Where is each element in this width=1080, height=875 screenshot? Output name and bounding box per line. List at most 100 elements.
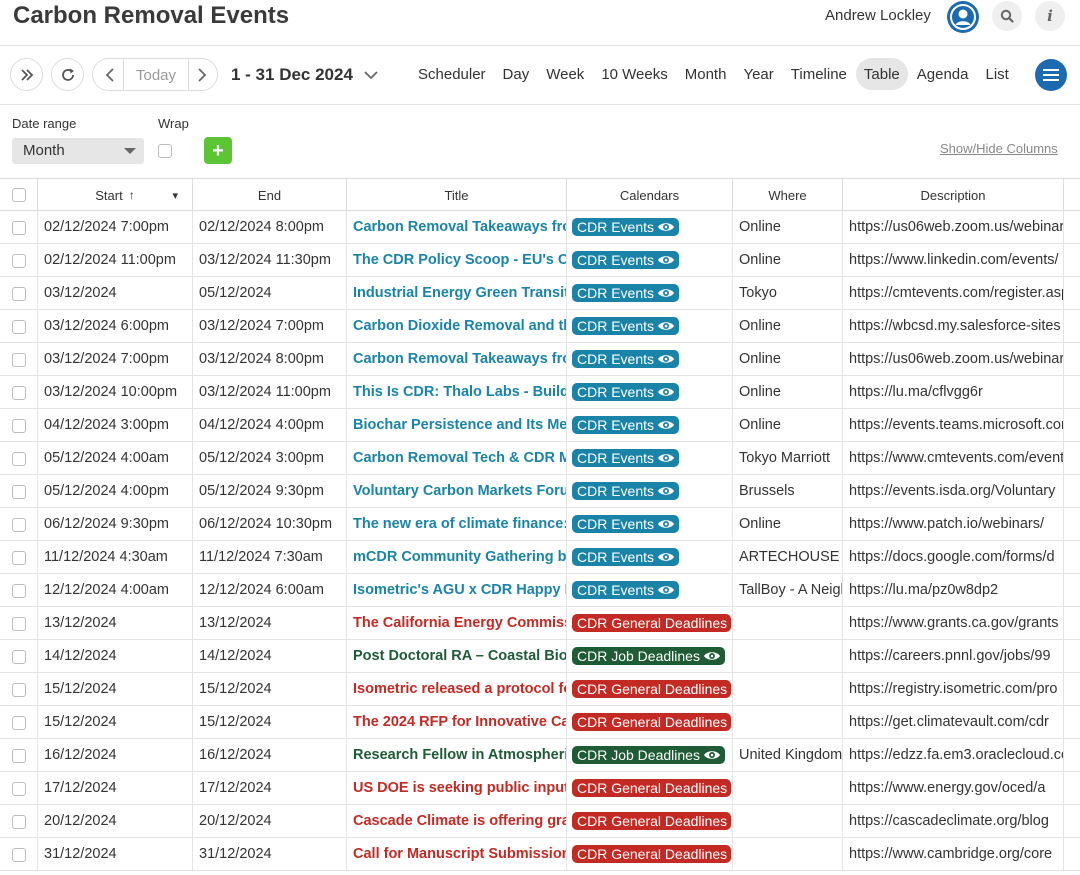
table-row[interactable]: 03/12/2024 05/12/2024 Industrial Energy Gr… (0, 277, 1080, 310)
title-cell[interactable]: mCDR Community Gathering by (347, 541, 567, 573)
row-checkbox[interactable] (12, 782, 26, 796)
table-row[interactable]: 03/12/2024 10:00pm 03/12/2024 11:00pm This… (0, 376, 1080, 409)
expand-sidebar-button[interactable] (10, 58, 43, 91)
row-checkbox[interactable] (12, 551, 26, 565)
table-row[interactable]: 12/12/2024 4:00am 12/12/2024 6:00am Isomet… (0, 574, 1080, 607)
date-range-select[interactable]: Month (12, 138, 144, 164)
calendar-badge[interactable]: CDR General Deadlines (572, 812, 732, 830)
table-row[interactable]: 13/12/2024 13/12/2024 The California Energ… (0, 607, 1080, 640)
table-row[interactable]: 20/12/2024 20/12/2024 Cascade Climate is o… (0, 805, 1080, 838)
calendar-badge[interactable]: CDR Job Deadlines (572, 647, 725, 665)
show-hide-columns-link[interactable]: Show/Hide Columns (940, 141, 1058, 156)
row-checkbox[interactable] (12, 749, 26, 763)
table-row[interactable]: 14/12/2024 14/12/2024 Post Doctoral RA – C… (0, 640, 1080, 673)
user-avatar-icon[interactable] (947, 1, 979, 33)
calendar-badge[interactable]: CDR Events (572, 581, 680, 599)
title-cell[interactable]: Carbon Dioxide Removal and the (347, 310, 567, 342)
calendar-badge[interactable]: CDR Events (572, 251, 680, 269)
table-row[interactable]: 02/12/2024 11:00pm 03/12/2024 11:30pm The … (0, 244, 1080, 277)
user-name[interactable]: Andrew Lockley (825, 7, 931, 24)
table-row[interactable]: 02/12/2024 7:00pm 02/12/2024 8:00pm Carbon… (0, 211, 1080, 244)
table-row[interactable]: 17/12/2024 17/12/2024 US DOE is seeking pu… (0, 772, 1080, 805)
row-checkbox[interactable] (12, 815, 26, 829)
title-cell[interactable]: Carbon Removal Takeaways from (347, 211, 567, 243)
row-checkbox[interactable] (12, 320, 26, 334)
calendar-badge[interactable]: CDR General Deadlines (572, 845, 732, 863)
calendar-badge[interactable]: CDR Events (572, 284, 680, 302)
title-cell[interactable]: This Is CDR: Thalo Labs - Building (347, 376, 567, 408)
calendar-badge[interactable]: CDR General Deadlines (572, 680, 732, 698)
title-cell[interactable]: The 2024 RFP for Innovative Carbo (347, 706, 567, 738)
title-cell[interactable]: The CDR Policy Scoop - EU's CRCF (347, 244, 567, 276)
row-checkbox[interactable] (12, 584, 26, 598)
calendar-badge[interactable]: CDR Events (572, 548, 680, 566)
row-checkbox[interactable] (12, 353, 26, 367)
table-row[interactable]: 15/12/2024 15/12/2024 Isometric released a… (0, 673, 1080, 706)
title-cell[interactable]: Biochar Persistence and Its Meas (347, 409, 567, 441)
title-cell[interactable]: Research Fellow in Atmospheric (347, 739, 567, 771)
row-checkbox[interactable] (12, 716, 26, 730)
row-checkbox[interactable] (12, 848, 26, 862)
calendar-badge[interactable]: CDR Events (572, 449, 680, 467)
select-all-checkbox[interactable] (12, 188, 26, 202)
calendar-badge[interactable]: CDR General Deadlines (572, 779, 732, 797)
chevron-down-icon[interactable] (363, 68, 379, 82)
view-table-button[interactable]: Table (855, 58, 908, 90)
view-list-button[interactable]: List (985, 65, 1009, 83)
title-cell[interactable]: Cascade Climate is offering grants (347, 805, 567, 837)
view-timeline-button[interactable]: Timeline (790, 65, 847, 83)
refresh-button[interactable] (51, 58, 84, 91)
calendar-badge[interactable]: CDR Events (572, 317, 680, 335)
table-row[interactable]: 11/12/2024 4:30am 11/12/2024 7:30am mCDR C… (0, 541, 1080, 574)
menu-button[interactable] (1035, 59, 1067, 91)
column-header-description[interactable]: Description (843, 179, 1064, 211)
column-header-where[interactable]: Where (733, 179, 843, 211)
search-button[interactable] (992, 1, 1022, 31)
column-header-end[interactable]: End (193, 179, 347, 211)
table-row[interactable]: 04/12/2024 3:00pm 04/12/2024 4:00pm Biocha… (0, 409, 1080, 442)
title-cell[interactable]: Carbon Removal Takeaways from (347, 343, 567, 375)
view-day-button[interactable]: Day (502, 65, 530, 83)
title-cell[interactable]: Isometric released a protocol for (347, 673, 567, 705)
row-checkbox[interactable] (12, 254, 26, 268)
row-checkbox[interactable] (12, 221, 26, 235)
row-checkbox[interactable] (12, 386, 26, 400)
title-cell[interactable]: Industrial Energy Green Transition (347, 277, 567, 309)
row-checkbox[interactable] (12, 617, 26, 631)
calendar-badge[interactable]: CDR Events (572, 218, 680, 236)
table-row[interactable]: 05/12/2024 4:00am 05/12/2024 3:00pm Carbon… (0, 442, 1080, 475)
table-row[interactable]: 31/12/2024 31/12/2024 Call for Manuscript … (0, 838, 1080, 871)
wrap-checkbox[interactable] (158, 144, 172, 158)
row-checkbox[interactable] (12, 452, 26, 466)
row-checkbox[interactable] (12, 485, 26, 499)
calendar-badge[interactable]: CDR Events (572, 350, 680, 368)
row-checkbox[interactable] (12, 287, 26, 301)
calendar-badge[interactable]: CDR Job Deadlines (572, 746, 725, 764)
title-cell[interactable]: Voluntary Carbon Markets Forum (347, 475, 567, 507)
view-year-button[interactable]: Year (743, 65, 774, 83)
view-10-weeks-button[interactable]: 10 Weeks (601, 65, 668, 83)
today-button[interactable]: Today (135, 67, 177, 84)
table-row[interactable]: 05/12/2024 4:00pm 05/12/2024 9:30pm Volunt… (0, 475, 1080, 508)
view-agenda-button[interactable]: Agenda (916, 65, 969, 83)
calendar-badge[interactable]: CDR Events (572, 416, 680, 434)
title-cell[interactable]: The California Energy Commission (347, 607, 567, 639)
next-period-button[interactable] (192, 65, 212, 85)
row-checkbox[interactable] (12, 518, 26, 532)
info-button[interactable]: i (1035, 1, 1065, 31)
prev-period-button[interactable] (100, 65, 120, 85)
calendar-badge[interactable]: CDR Events (572, 515, 680, 533)
row-checkbox[interactable] (12, 419, 26, 433)
title-cell[interactable]: Call for Manuscript Submissions (347, 838, 567, 870)
calendar-badge[interactable]: CDR Events (572, 383, 680, 401)
calendar-badge[interactable]: CDR General Deadlines (572, 713, 732, 731)
column-header-start[interactable]: Start ↑ ▾ (38, 179, 193, 211)
title-cell[interactable]: Post Doctoral RA – Coastal Biogeo (347, 640, 567, 672)
table-row[interactable]: 03/12/2024 7:00pm 03/12/2024 8:00pm Carbon… (0, 343, 1080, 376)
row-checkbox[interactable] (12, 683, 26, 697)
title-cell[interactable]: Carbon Removal Tech & CDR Mark (347, 442, 567, 474)
table-row[interactable]: 15/12/2024 15/12/2024 The 2024 RFP for Inn… (0, 706, 1080, 739)
table-row[interactable]: 06/12/2024 9:30pm 06/12/2024 10:30pm The n… (0, 508, 1080, 541)
view-month-button[interactable]: Month (684, 65, 727, 83)
table-row[interactable]: 16/12/2024 16/12/2024 Research Fellow in A… (0, 739, 1080, 772)
